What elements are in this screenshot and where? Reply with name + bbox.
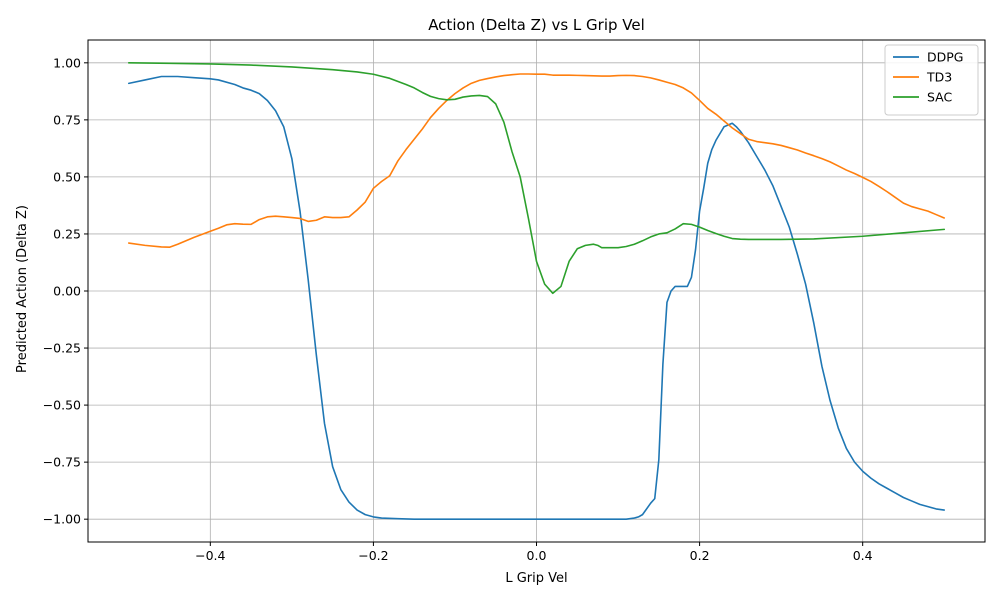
y-tick-label: −0.75 — [43, 455, 81, 470]
y-tick-label: −0.25 — [43, 341, 81, 356]
plot-series — [127, 62, 946, 520]
series-line-ddpg — [127, 75, 946, 520]
x-axis-label: L Grip Vel — [505, 571, 567, 586]
legend-label-sac: SAC — [927, 90, 952, 105]
series-line-sac — [127, 62, 946, 295]
legend-label-td3: TD3 — [926, 70, 952, 85]
y-axis-label: Predicted Action (Delta Z) — [15, 205, 30, 373]
legend: DDPG TD3 SAC — [884, 44, 979, 116]
x-tick-label: −0.2 — [358, 548, 388, 563]
x-tick-label: 0.0 — [527, 548, 547, 563]
y-tick-label: 1.00 — [53, 55, 81, 70]
x-tick-label: 0.4 — [853, 548, 873, 563]
y-tick-label: 0.75 — [53, 112, 81, 127]
y-tick-label: 0.25 — [53, 226, 81, 241]
y-tick-label: 0.00 — [53, 284, 81, 299]
series-line-td3 — [127, 73, 946, 248]
legend-label-ddpg: DDPG — [927, 50, 963, 65]
y-tick-label: −1.00 — [43, 512, 81, 527]
chart-title: Action (Delta Z) vs L Grip Vel — [428, 16, 645, 34]
axis-ticks: −0.4 −0.2 0.0 0.2 0.4 −1.00 −0.75 −0.50 −0.25 0.0… — [43, 55, 873, 563]
y-tick-label: −0.50 — [43, 398, 81, 413]
x-tick-label: 0.2 — [690, 548, 710, 563]
y-tick-label: 0.50 — [53, 169, 81, 184]
x-tick-label: −0.4 — [195, 548, 225, 563]
